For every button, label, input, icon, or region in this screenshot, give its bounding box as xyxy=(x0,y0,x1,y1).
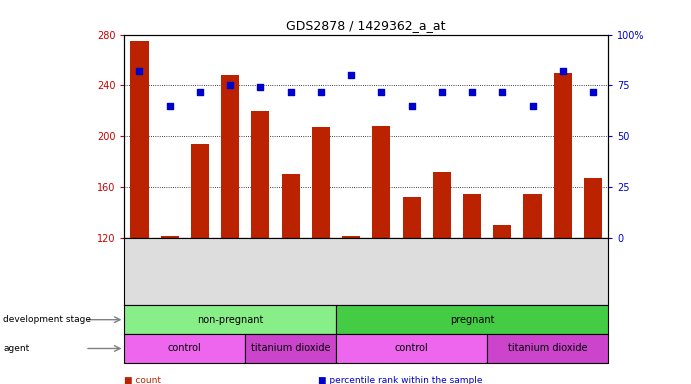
Point xyxy=(527,103,538,109)
Text: non-pregnant: non-pregnant xyxy=(197,314,263,325)
Point xyxy=(497,88,508,94)
Text: ■ count: ■ count xyxy=(124,376,162,384)
Bar xyxy=(191,144,209,238)
Point xyxy=(346,72,357,78)
Bar xyxy=(342,235,360,238)
Bar xyxy=(131,41,149,238)
Point xyxy=(466,88,477,94)
Text: development stage: development stage xyxy=(3,315,91,324)
Bar xyxy=(372,126,390,238)
Bar xyxy=(523,194,542,238)
Point xyxy=(164,103,176,109)
Bar xyxy=(124,334,245,363)
Bar xyxy=(124,305,336,334)
Bar xyxy=(245,334,336,363)
Text: pregnant: pregnant xyxy=(450,314,494,325)
Point xyxy=(406,103,417,109)
Text: control: control xyxy=(168,343,202,354)
Text: control: control xyxy=(395,343,428,354)
Point xyxy=(285,88,296,94)
Text: titanium dioxide: titanium dioxide xyxy=(508,343,587,354)
Text: agent: agent xyxy=(3,344,30,353)
Point xyxy=(557,68,568,74)
Point xyxy=(376,88,387,94)
Bar xyxy=(281,174,300,238)
Point xyxy=(134,68,145,74)
Bar xyxy=(402,197,421,238)
Point xyxy=(194,88,205,94)
Title: GDS2878 / 1429362_a_at: GDS2878 / 1429362_a_at xyxy=(287,19,446,32)
Bar xyxy=(312,127,330,238)
Bar xyxy=(553,73,571,238)
Bar xyxy=(433,172,451,238)
Point xyxy=(225,83,236,89)
Bar xyxy=(493,225,511,238)
Bar xyxy=(160,235,179,238)
Bar xyxy=(463,194,481,238)
Point xyxy=(315,88,326,94)
Bar xyxy=(336,334,487,363)
Point xyxy=(255,84,266,91)
Bar xyxy=(584,178,602,238)
Bar xyxy=(221,75,239,238)
Text: titanium dioxide: titanium dioxide xyxy=(251,343,330,354)
Point xyxy=(587,88,598,94)
Bar xyxy=(336,305,608,334)
Bar xyxy=(487,334,608,363)
Bar xyxy=(252,111,269,238)
Point xyxy=(436,88,447,94)
Text: ■ percentile rank within the sample: ■ percentile rank within the sample xyxy=(318,376,482,384)
